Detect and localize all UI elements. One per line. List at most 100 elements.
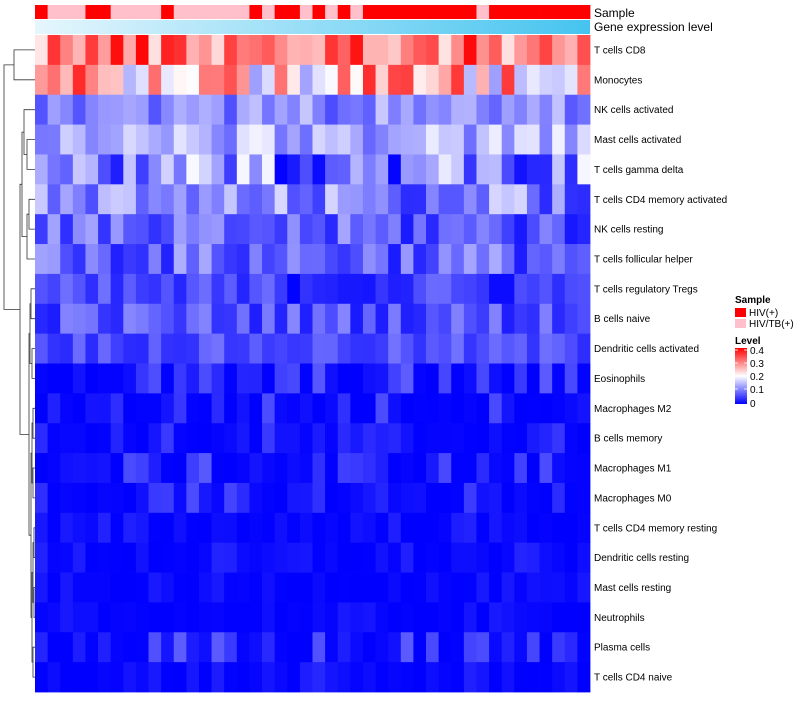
heatmap-cell <box>489 602 503 633</box>
heatmap-cell <box>375 35 389 66</box>
heatmap-cell <box>211 423 225 454</box>
heatmap-cell <box>148 453 162 484</box>
heatmap-cell <box>236 542 250 573</box>
heatmap-cell <box>451 35 465 66</box>
heatmap-cells <box>35 35 591 693</box>
heatmap-cell <box>438 393 452 424</box>
heatmap-cell <box>211 542 225 573</box>
annotation-label-gene-expression: Gene expression level <box>594 20 713 34</box>
heatmap-cell <box>388 482 402 514</box>
heatmap-cell <box>350 303 364 335</box>
heatmap-cell <box>350 35 364 66</box>
heatmap-cell <box>299 393 313 424</box>
heatmap-cell <box>186 482 200 514</box>
heatmap-cell <box>564 124 578 155</box>
heatmap-cell <box>47 94 61 125</box>
heatmap-cell <box>186 542 200 573</box>
heatmap-cell <box>362 303 376 335</box>
heatmap-cell <box>413 94 427 125</box>
heatmap-cell <box>236 572 250 603</box>
heatmap-cell <box>98 453 112 484</box>
heatmap-cell <box>186 662 200 693</box>
heatmap-cell <box>236 363 250 394</box>
heatmap-cell <box>362 363 376 394</box>
row-label: Dendritic cells activated <box>594 344 699 355</box>
heatmap-cell <box>312 512 326 544</box>
heatmap-cell <box>236 453 250 484</box>
heatmap-cell <box>362 273 376 305</box>
heatmap-cell <box>110 602 124 633</box>
heatmap-cell <box>47 662 61 693</box>
heatmap-cell <box>211 214 225 245</box>
heatmap-cell <box>98 423 112 454</box>
heatmap-cell <box>476 393 490 424</box>
heatmap-cell <box>350 542 364 573</box>
heatmap-cell <box>463 453 477 484</box>
heatmap-cell <box>148 154 162 185</box>
heatmap-cell <box>249 154 263 185</box>
heatmap-cell <box>325 273 339 305</box>
dendrogram-branch <box>21 131 27 237</box>
heatmap-cell <box>123 662 137 693</box>
heatmap-cell <box>350 393 364 424</box>
heatmap-cell <box>564 572 578 603</box>
heatmap-cell <box>451 423 465 454</box>
heatmap-cell <box>60 482 74 514</box>
heatmap-cell <box>476 333 490 364</box>
heatmap-cell <box>350 244 364 275</box>
heatmap-cell <box>85 94 99 125</box>
heatmap-cell <box>463 363 477 394</box>
heatmap-cell <box>375 124 389 155</box>
dendrogram-branch <box>23 109 35 155</box>
heatmap-cell <box>249 572 263 603</box>
heatmap-cell <box>337 273 351 305</box>
heatmap-cell <box>198 482 212 514</box>
heatmap-cell <box>577 333 591 364</box>
heatmap-cell <box>274 572 288 603</box>
heatmap-cell <box>463 393 477 424</box>
sample-cell-21 <box>299 5 313 19</box>
heatmap-cell <box>186 273 200 305</box>
heatmap-cell <box>249 453 263 484</box>
heatmap-cell <box>388 602 402 633</box>
heatmap-cell <box>135 363 149 394</box>
heatmap-cell <box>110 482 124 514</box>
heatmap-cell <box>451 542 465 573</box>
dendrogram-branch <box>3 64 20 310</box>
heatmap-cell <box>350 214 364 245</box>
heatmap-cell <box>47 333 61 364</box>
heatmap-cell <box>438 303 452 335</box>
heatmap-cell <box>312 542 326 573</box>
heatmap-cell <box>161 124 175 155</box>
heatmap-cell <box>135 184 149 215</box>
heatmap-cell <box>362 184 376 215</box>
heatmap-cell <box>476 542 490 573</box>
heatmap-cell <box>526 602 540 633</box>
heatmap-cell <box>274 64 288 96</box>
heatmap-cell <box>110 64 124 96</box>
heatmap-cell <box>35 273 49 305</box>
heatmap-cell <box>173 512 187 544</box>
heatmap-cell <box>85 482 99 514</box>
heatmap-cell <box>110 94 124 125</box>
heatmap-cell <box>211 273 225 305</box>
heatmap-cell <box>350 512 364 544</box>
heatmap-cell <box>476 453 490 484</box>
heatmap-cell <box>514 35 528 66</box>
heatmap-cell <box>186 423 200 454</box>
heatmap-cell <box>135 94 149 125</box>
heatmap-cell <box>539 482 553 514</box>
legend-level-colorbar <box>735 348 747 404</box>
heatmap-cell <box>438 363 452 394</box>
heatmap-cell <box>451 154 465 185</box>
heatmap-cell <box>274 124 288 155</box>
heatmap-cell <box>274 184 288 215</box>
heatmap-cell <box>262 35 276 66</box>
row-label: Monocytes <box>594 75 642 86</box>
heatmap-cell <box>577 64 591 96</box>
heatmap-cell <box>148 572 162 603</box>
heatmap-cell <box>350 64 364 96</box>
heatmap-cell <box>249 214 263 245</box>
heatmap-cell <box>224 512 238 544</box>
heatmap-cell <box>476 273 490 305</box>
